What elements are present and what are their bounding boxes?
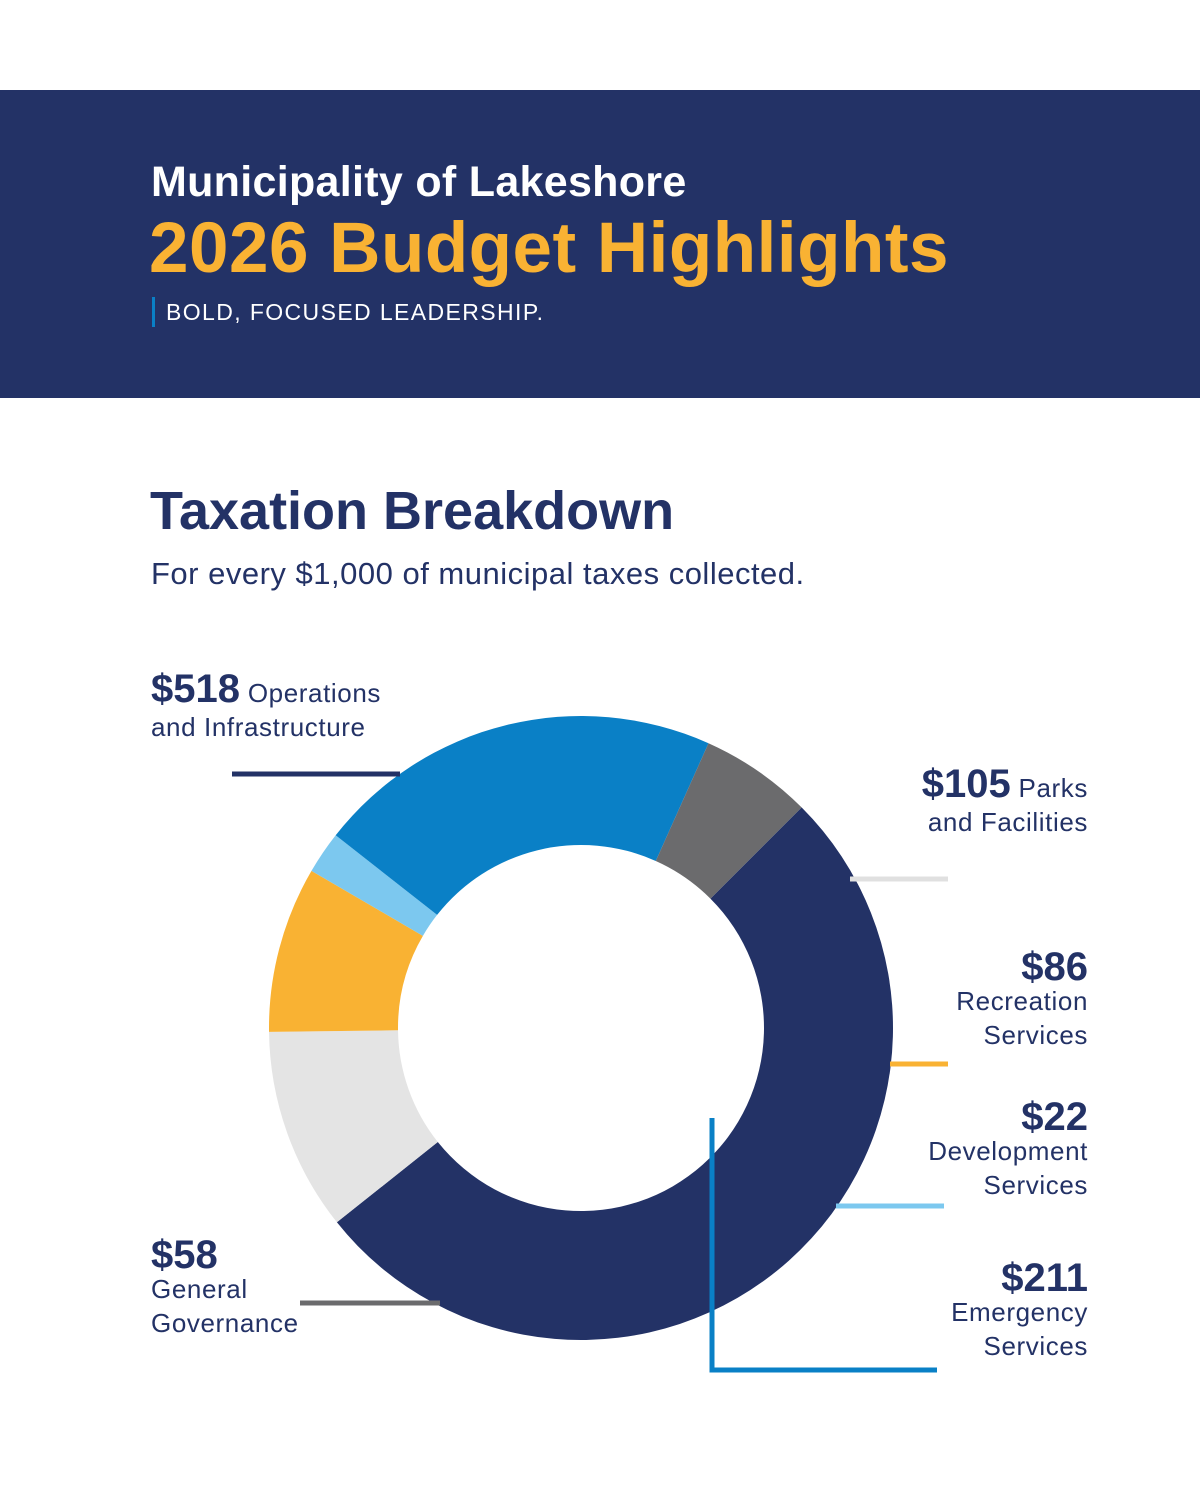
label-operations-line1: Operations <box>247 678 381 708</box>
label-recreation-line2: Services <box>983 1020 1088 1050</box>
label-emergency-line1: Emergency <box>951 1297 1088 1327</box>
amount-emergency: $211 <box>1001 1256 1088 1300</box>
section-title: Taxation Breakdown <box>150 481 675 541</box>
label-parks: $105 Parks and Facilities <box>922 764 1088 839</box>
label-governance-line1: General <box>151 1274 248 1304</box>
label-parks-line2: and Facilities <box>927 807 1088 837</box>
slice-recreation <box>269 870 423 1032</box>
amount-parks: $105 <box>921 762 1011 806</box>
label-development: $22 Development Services <box>928 1095 1088 1202</box>
slice-operations <box>336 807 893 1340</box>
leader-line-emergency <box>709 1118 937 1373</box>
label-recreation-line1: Recreation <box>956 986 1088 1016</box>
slice-emergency <box>335 716 709 915</box>
label-development-line2: Services <box>983 1170 1088 1200</box>
label-operations-line2: and Infrastructure <box>151 712 366 742</box>
label-emergency-line2: Services <box>983 1331 1088 1361</box>
slice-development <box>311 835 438 936</box>
label-parks-line1: Parks <box>1018 773 1088 803</box>
label-development-line1: Development <box>928 1136 1088 1166</box>
section-subtitle: For every $1,000 of municipal taxes coll… <box>151 556 805 591</box>
budget-headline: 2026 Budget Highlights <box>149 209 949 288</box>
label-emergency: $211 Emergency Services <box>951 1256 1088 1363</box>
amount-operations: $518 <box>151 667 240 711</box>
slice-parks <box>269 1030 438 1223</box>
amount-recreation: $86 <box>1021 945 1088 989</box>
label-operations: $518 Operations and Infrastructure <box>151 669 381 744</box>
slice-governance <box>655 743 802 899</box>
label-recreation: $86 Recreation Services <box>956 945 1088 1052</box>
label-governance: $58 General Governance <box>151 1233 299 1340</box>
municipality-name: Municipality of Lakeshore <box>151 158 687 206</box>
amount-development: $22 <box>1021 1095 1088 1139</box>
label-governance-line2: Governance <box>151 1308 299 1338</box>
tagline: BOLD, FOCUSED LEADERSHIP. <box>152 297 544 327</box>
header-banner <box>0 90 1200 398</box>
amount-governance: $58 <box>151 1233 218 1277</box>
